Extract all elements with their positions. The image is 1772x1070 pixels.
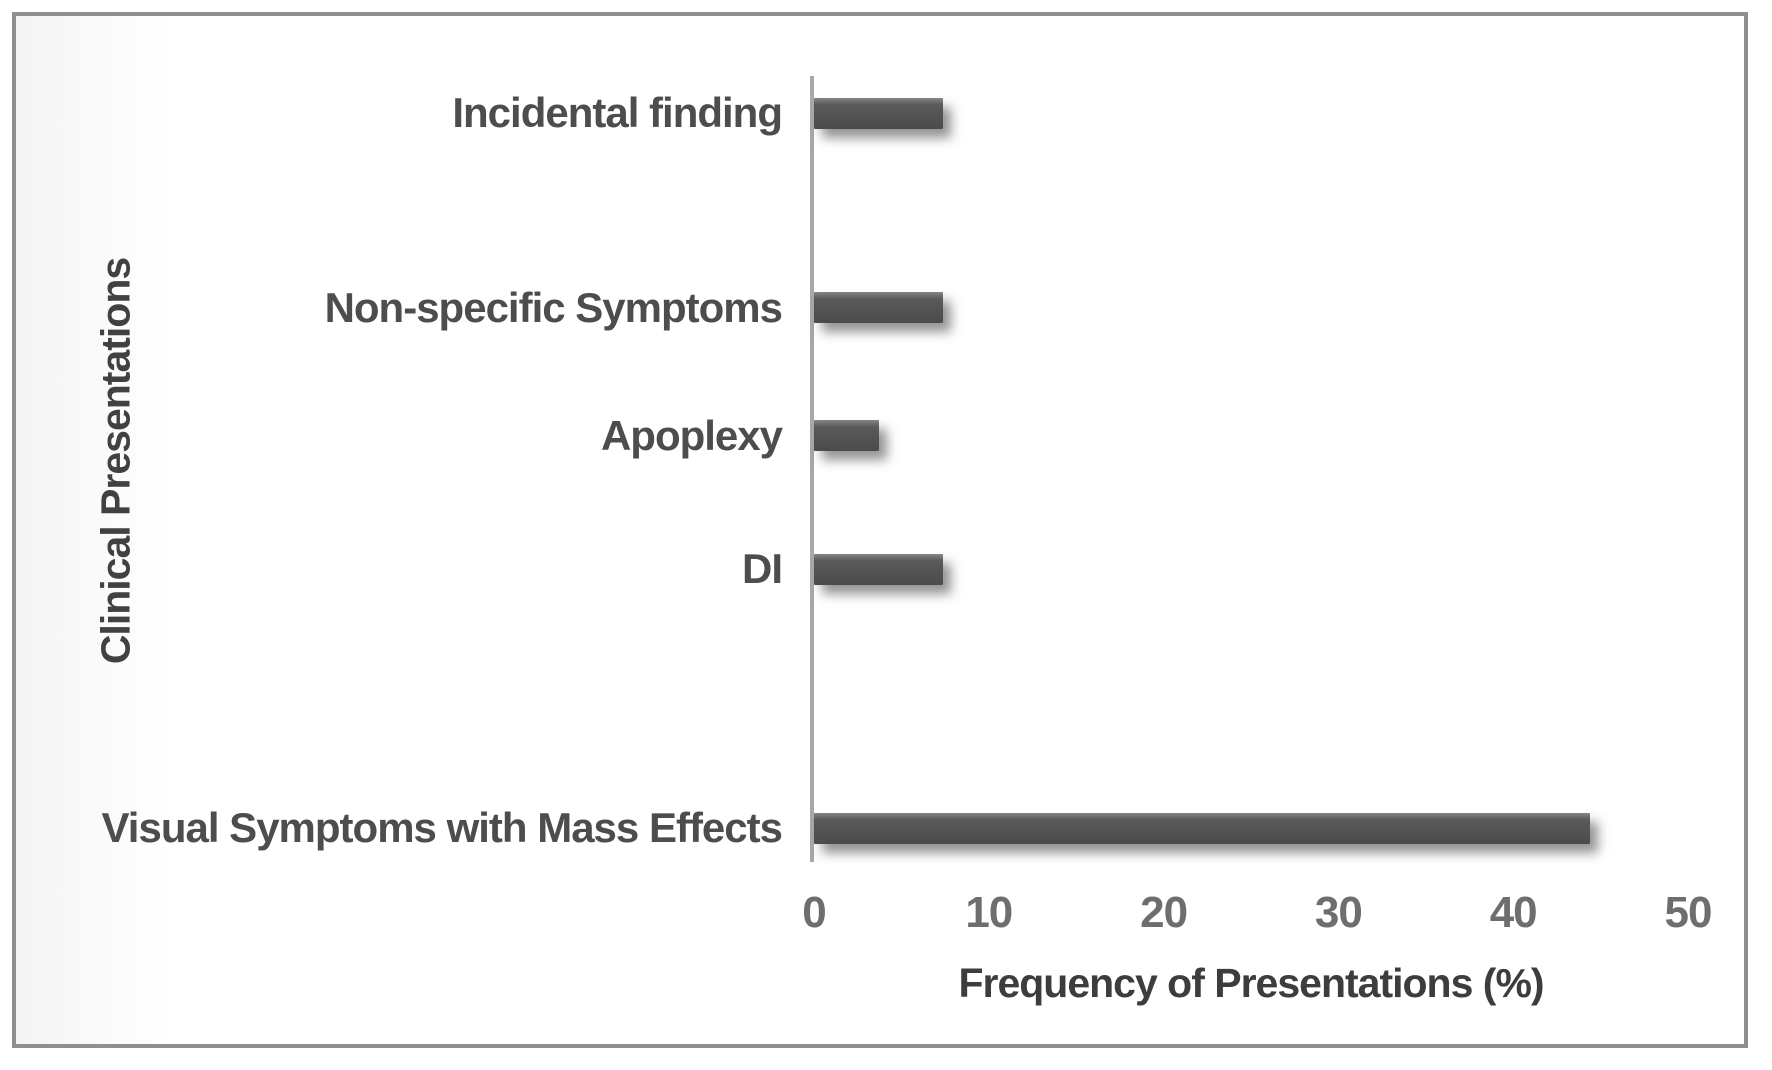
category-axis-line (810, 76, 814, 862)
bar-apoplexy (814, 420, 879, 452)
x-tick-label: 30 (1314, 888, 1363, 937)
category-label: Apoplexy (600, 411, 783, 459)
category-label: Incidental finding (452, 88, 783, 136)
x-tick-label: 50 (1664, 888, 1713, 937)
x-tick-label: 10 (965, 888, 1013, 937)
x-tick-label: 0 (802, 888, 826, 937)
plot-area (814, 78, 1688, 861)
category-label: Visual Symptoms with Mass Effects (101, 803, 783, 851)
x-tick-label: 40 (1489, 888, 1538, 937)
bar-incidental-finding (814, 97, 944, 129)
bar-non-specific-symptoms (814, 292, 944, 324)
bar-visual-symptoms-with-mass-effects (814, 812, 1591, 844)
x-axis-title: Frequency of Presentations (%) (958, 960, 1544, 1006)
category-label: Non-specific Symptoms (324, 283, 783, 331)
bar-di (814, 553, 944, 585)
x-tick-label: 20 (1140, 888, 1188, 937)
category-label: DI (742, 544, 783, 592)
figure-frame: Clinical Presentations Incidental findin… (12, 12, 1748, 1048)
